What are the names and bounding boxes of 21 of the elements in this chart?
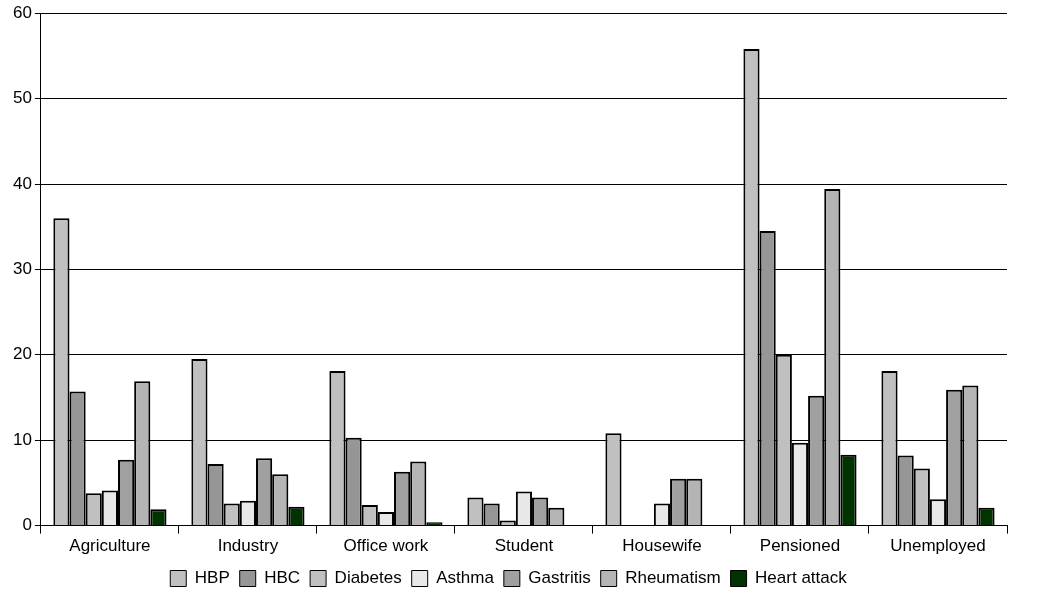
y-tick-label: 10	[12, 429, 32, 449]
y-tick-label: 30	[12, 259, 32, 279]
x-tick-label: Office work	[343, 536, 429, 556]
legend-label: Heart attack	[755, 568, 848, 588]
x-tick-label: Agriculture	[69, 536, 151, 556]
y-tick-label: 60	[12, 2, 32, 22]
x-tick-label: Student	[494, 536, 554, 556]
legend-label: HBP	[194, 568, 230, 588]
y-tick-label: 20	[12, 344, 32, 364]
x-tick-label: Industry	[217, 536, 279, 556]
x-tick-label: Pensioned	[759, 536, 841, 556]
y-tick-label: 50	[12, 88, 32, 108]
x-tick-label: Unemployed	[890, 536, 986, 556]
legend-label: HBC	[264, 568, 301, 588]
y-tick-label: 0	[22, 515, 32, 535]
legend-label: Diabetes	[334, 568, 402, 588]
legend-label: Asthma	[436, 568, 495, 588]
y-tick-label: 40	[12, 173, 32, 193]
x-tick-label: Housewife	[622, 536, 702, 556]
legend-label: Gastritis	[528, 568, 591, 588]
legend-label: Rheumatism	[625, 568, 721, 588]
